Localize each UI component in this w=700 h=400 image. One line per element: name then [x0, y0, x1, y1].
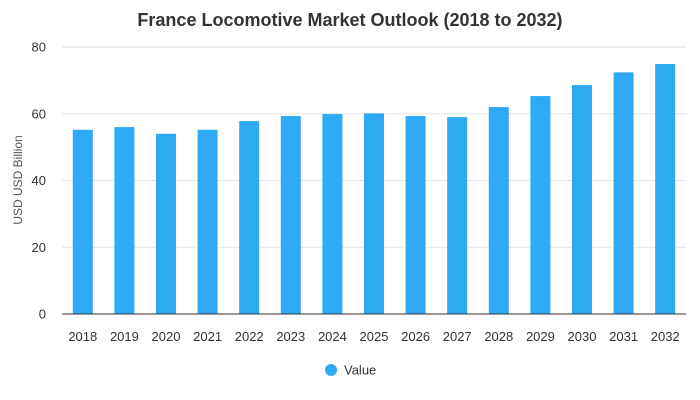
bar-2021[interactable] [197, 129, 218, 314]
y-tick-label: 80 [32, 40, 46, 55]
bar-2019[interactable] [114, 127, 135, 314]
y-tick-label: 20 [32, 240, 46, 255]
bars [72, 64, 676, 315]
y-tick-label: 0 [39, 307, 46, 322]
x-tick-label: 2020 [152, 329, 181, 344]
bar-2032[interactable] [655, 64, 676, 315]
y-tick-label: 40 [32, 173, 46, 188]
bar-2025[interactable] [364, 113, 384, 314]
bar-2028[interactable] [488, 107, 509, 314]
x-tick-label: 2023 [276, 329, 305, 344]
legend-marker[interactable] [325, 364, 337, 376]
x-axis-ticks: 2018 2019 2020 2021 2022 2023 2024 2025 2026 2027… [68, 329, 679, 344]
y-axis-label: USD USD Billion [11, 135, 25, 224]
legend[interactable]: Value [325, 363, 376, 378]
x-tick-label: 2025 [360, 329, 389, 344]
x-tick-label: 2030 [568, 329, 597, 344]
x-tick-label: 2018 [68, 329, 97, 344]
bar-2020[interactable] [156, 133, 176, 314]
legend-label[interactable]: Value [344, 363, 376, 378]
x-tick-label: 2022 [235, 329, 264, 344]
x-tick-label: 2019 [110, 329, 139, 344]
x-tick-label: 2028 [484, 329, 513, 344]
x-tick-label: 2024 [318, 329, 347, 344]
bar-2024[interactable] [322, 114, 343, 315]
bar-2031[interactable] [613, 72, 634, 315]
y-tick-label: 60 [32, 106, 46, 121]
x-tick-label: 2032 [651, 329, 680, 344]
bar-2022[interactable] [239, 121, 260, 314]
bar-2029[interactable] [530, 96, 551, 314]
bar-2027[interactable] [447, 117, 468, 315]
x-tick-label: 2029 [526, 329, 555, 344]
x-tick-label: 2027 [443, 329, 472, 344]
x-tick-label: 2026 [401, 329, 430, 344]
x-tick-label: 2021 [193, 329, 222, 344]
y-axis-ticks: 0 20 40 60 80 [32, 40, 46, 322]
bar-2030[interactable] [572, 85, 592, 314]
x-tick-label: 2031 [609, 329, 638, 344]
bar-2023[interactable] [280, 116, 301, 315]
bar-2018[interactable] [72, 129, 93, 314]
bar-2026[interactable] [405, 116, 426, 315]
chart-title: France Locomotive Market Outlook (2018 t… [137, 10, 562, 30]
